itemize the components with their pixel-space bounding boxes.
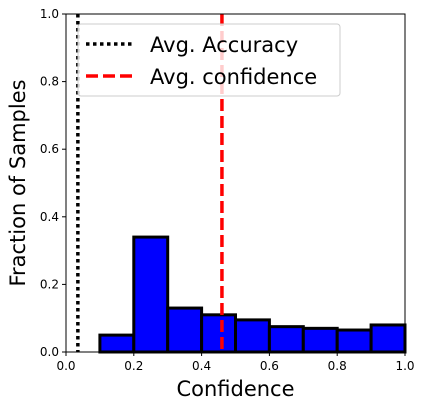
histogram-bar-3: [166, 306, 204, 354]
histogram-bar-5: [234, 318, 271, 354]
bars-layer: [98, 235, 407, 354]
histogram-bar-7: [301, 326, 339, 354]
histogram-bar-8: [335, 328, 373, 354]
legend-label-avg-confidence: Avg. confidence: [150, 65, 317, 89]
y-tick-label: 0.2: [40, 277, 59, 291]
x-tick-label: 0.8: [328, 359, 347, 373]
histogram-bar-2: [132, 235, 170, 354]
x-axis-ticks: 0.0 0.2 0.4 0.6 0.8 1.0: [56, 352, 415, 373]
y-tick-label: 1.0: [40, 7, 59, 21]
histogram-bar-4: [200, 313, 238, 354]
plot-frame: [65, 13, 406, 353]
y-axis-ticks: 0.0 0.2 0.4 0.6 0.8 1.0: [40, 7, 66, 359]
y-tick-label: 0.0: [40, 345, 59, 359]
legend-box: [77, 23, 341, 97]
y-tick-label: 0.4: [40, 210, 59, 224]
histogram-bar-9: [369, 323, 407, 354]
x-tick-label: 0.6: [260, 359, 279, 373]
x-tick-label: 0.2: [124, 359, 143, 373]
x-tick-label: 1.0: [395, 359, 414, 373]
legend-label-avg-accuracy: Avg. Accuracy: [150, 33, 298, 57]
histogram-bar-1: [98, 333, 136, 354]
y-tick-label: 0.8: [40, 75, 59, 89]
legend: Avg. Accuracy Avg. confidence: [77, 23, 341, 97]
x-axis-label: Confidence: [176, 377, 294, 401]
y-axis-label: Fraction of Samples: [6, 79, 30, 286]
x-tick-label: 0.0: [56, 359, 75, 373]
histogram-bar-6: [267, 325, 305, 354]
y-tick-label: 0.6: [40, 142, 59, 156]
x-tick-label: 0.4: [192, 359, 211, 373]
